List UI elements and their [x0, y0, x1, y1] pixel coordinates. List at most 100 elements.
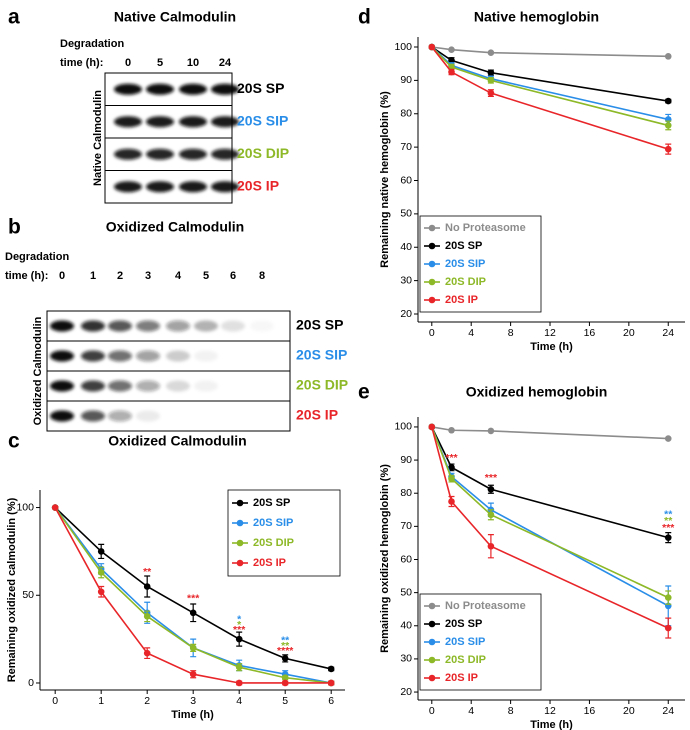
blot-band: [81, 350, 105, 362]
data-point: [97, 569, 105, 576]
significance: ***: [662, 522, 675, 534]
y-tick-label: 40: [400, 620, 412, 632]
x-tick-label: 20: [623, 327, 635, 339]
y-tick-label: 50: [400, 586, 412, 598]
panel-letter: a: [8, 6, 20, 29]
legend-marker: [428, 224, 436, 232]
series-line: [431, 46, 669, 58]
legend-label: 20S SP: [445, 240, 482, 252]
data-point: [448, 68, 455, 76]
x-axis-label: Time (h): [530, 719, 573, 730]
data-point: [664, 594, 672, 601]
x-tick-label: 2: [144, 695, 150, 707]
legend-label: 20S SP: [445, 618, 482, 630]
time-value: 2: [117, 270, 123, 282]
lane-label: 20S DIP: [296, 377, 348, 393]
data-point: [664, 97, 672, 105]
time-value: 0: [59, 270, 65, 282]
data-point: [428, 423, 436, 431]
side-label: Native Calmodulin: [92, 90, 104, 186]
time-value: 6: [230, 270, 236, 282]
data-point: [51, 504, 59, 511]
legend-marker: [428, 278, 436, 286]
legend-label: 20S DIP: [253, 537, 294, 549]
blot-band: [146, 181, 174, 193]
data-point: [281, 674, 289, 682]
significance: **: [281, 640, 290, 652]
x-tick-label: 8: [508, 705, 514, 717]
x-tick-label: 4: [236, 695, 242, 707]
data-point: [448, 46, 455, 53]
series-line: [431, 426, 669, 599]
chart-title: Native hemoglobin: [474, 9, 599, 25]
blot-band: [136, 320, 160, 332]
data-point: [235, 663, 243, 671]
blot-band: [81, 410, 105, 422]
panel-title: Native Calmodulin: [114, 9, 236, 25]
blot-band: [108, 410, 132, 422]
time-label: time (h):: [60, 57, 103, 69]
blot-band: [146, 83, 174, 95]
data-point: [487, 542, 495, 550]
panel-letter: d: [358, 6, 371, 29]
panel-title: Oxidized Calmodulin: [106, 219, 244, 235]
significance: **: [664, 509, 673, 521]
legend-box: [419, 215, 542, 313]
blot-band: [221, 320, 245, 332]
blot-band: [179, 148, 207, 160]
time-value: 5: [157, 57, 163, 69]
time-label: Degradation: [5, 251, 69, 263]
significance: ***: [187, 593, 200, 605]
legend-label: 20S DIP: [445, 654, 486, 666]
data-point: [664, 534, 672, 541]
significance: **: [281, 635, 290, 647]
lane-label: 20S SIP: [237, 112, 288, 128]
data-point: [487, 485, 495, 493]
data-point: [487, 511, 495, 519]
legend-label: 20S SIP: [253, 517, 293, 529]
data-point: [327, 665, 335, 673]
lane-label: 20S DIP: [237, 145, 289, 161]
data-point: [235, 679, 243, 687]
data-point: [487, 49, 495, 56]
blot-band: [146, 116, 174, 128]
blot-band: [166, 350, 190, 362]
x-tick-label: 0: [52, 695, 58, 707]
y-tick-label: 40: [400, 241, 412, 253]
time-value: 8: [259, 270, 265, 282]
blot-band: [50, 410, 74, 422]
blot-band: [146, 148, 174, 160]
blot-band: [250, 321, 274, 332]
x-tick-label: 12: [544, 327, 556, 339]
data-point: [664, 145, 672, 153]
y-axis-label: Remaining oxidized calmodulin (%): [6, 497, 18, 682]
y-tick-label: 30: [400, 653, 412, 665]
time-value: 1: [90, 270, 96, 282]
chart-title: Oxidized Calmodulin: [108, 433, 246, 449]
blot-band: [211, 83, 239, 95]
series-line: [431, 426, 669, 629]
data-point: [281, 679, 289, 687]
blot-band: [114, 116, 142, 128]
data-point: [143, 649, 151, 657]
x-tick-label: 3: [190, 695, 196, 707]
y-tick-label: 90: [400, 74, 412, 86]
time-label: time (h):: [5, 270, 48, 282]
legend-box: [227, 489, 341, 577]
y-tick-label: 20: [400, 308, 412, 320]
legend-marker: [236, 499, 244, 507]
y-tick-label: 100: [16, 501, 34, 513]
legend-marker: [236, 559, 244, 567]
time-value: 4: [175, 270, 182, 282]
legend-marker: [428, 674, 436, 682]
series-line: [431, 46, 669, 121]
chart: e Oxidized hemoglobin 20 30 40 50 60 70 80 90 100 0…: [358, 381, 685, 730]
data-point: [448, 464, 455, 471]
blot-band: [81, 320, 105, 332]
legend-label: 20S SIP: [445, 258, 485, 270]
x-tick-label: 0: [429, 327, 435, 339]
x-tick-label: 20: [623, 705, 635, 717]
blot-band: [81, 380, 105, 392]
significance: ***: [445, 452, 458, 464]
